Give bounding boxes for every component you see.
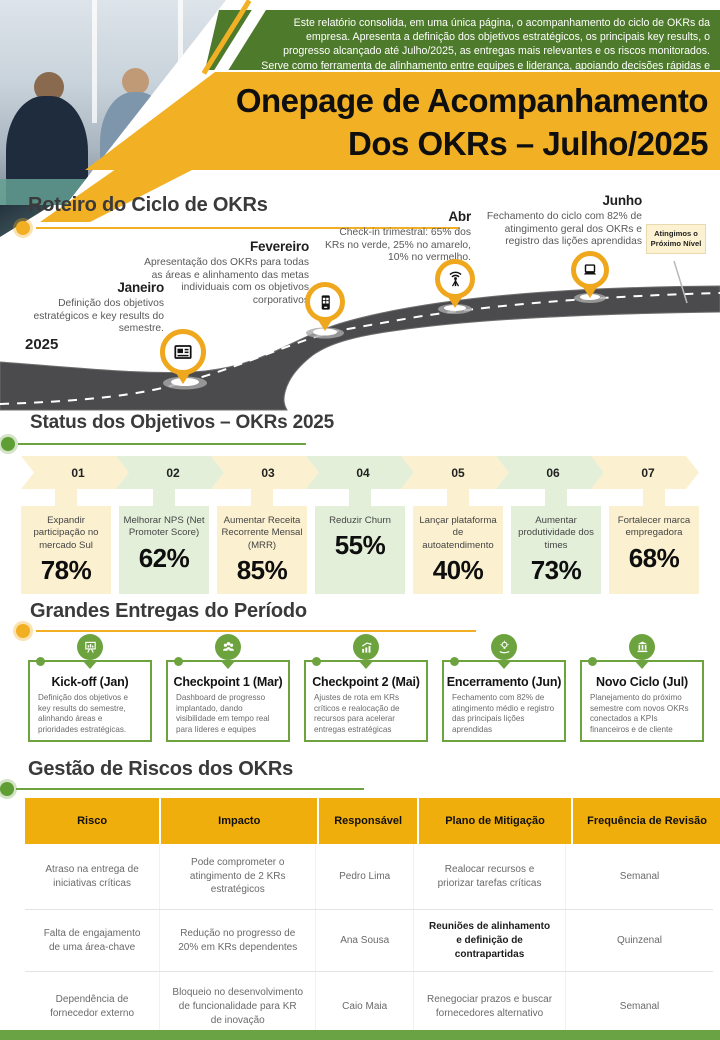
objective-card: Fortalecer marca empregadora 68% (609, 506, 699, 594)
next-level-callout: Atingimos o Próximo Nível (646, 224, 706, 254)
milestone-abril: Abr Check-in trimestral: 65% dos KRs no … (325, 209, 471, 264)
heading-dot (0, 782, 14, 796)
card-marker (82, 660, 98, 669)
objective-card: Reduzir Churn 55% (315, 506, 405, 594)
heading-dot (16, 624, 30, 638)
column-header: Impacto (161, 798, 318, 844)
risk-table-header: Risco Impacto Responsável Plano de Mitig… (25, 798, 720, 844)
status-step: 06 (496, 456, 604, 489)
column-header: Plano de Mitigação (419, 798, 572, 844)
status-step: 02 (116, 456, 224, 489)
pin-fevereiro (305, 282, 345, 331)
idea-hand-icon (491, 634, 517, 660)
status-connectors (21, 488, 699, 506)
objective-progress: 68% (628, 542, 680, 573)
objective-progress: 62% (138, 542, 190, 573)
card-marker (496, 660, 512, 669)
delivery-card: Novo Ciclo (Jul) Planejamento do próximo… (580, 634, 704, 742)
deliveries-heading: Grandes Entregas do Período (30, 600, 307, 622)
pin-janeiro (160, 329, 206, 384)
risks-heading: Gestão de Riscos dos OKRs (28, 758, 294, 780)
objective-progress: 85% (236, 554, 288, 585)
card-dot (174, 657, 183, 666)
page-title: Onepage de Acompanhamento Dos OKRs – Jul… (235, 82, 709, 162)
delivery-card: Kick-off (Jan) Definição dos objetivos e… (28, 634, 152, 742)
card-dot (36, 657, 45, 666)
objective-card: Aumentar Receita Recorrente Mensal (MRR)… (217, 506, 307, 594)
status-step: 04 (306, 456, 414, 489)
table-row: Dependência de fornecedor externo Bloque… (25, 972, 713, 1040)
heading-rule (16, 788, 364, 790)
objective-card: Melhorar NPS (Net Promoter Score) 62% (119, 506, 209, 594)
heading-rule (36, 630, 476, 632)
smartphone-icon (305, 282, 345, 322)
team-icon (215, 634, 241, 660)
card-dot (450, 657, 459, 666)
column-header: Responsável (319, 798, 418, 844)
milestone-fevereiro: Fevereiro Apresentação dos OKRs para tod… (144, 239, 309, 307)
heading-dot (16, 221, 30, 235)
road-centerline (0, 292, 720, 405)
objective-card: Aumentar produtividade dos times 73% (511, 506, 601, 594)
person-silhouette (122, 68, 149, 95)
roadmap-heading: Roteiro do Ciclo de OKRs (28, 194, 268, 216)
objective-progress: 40% (432, 554, 484, 585)
heading-dot (1, 437, 15, 451)
status-step: 05 (401, 456, 509, 489)
column-header: Frequência de Revisão (573, 798, 720, 844)
card-marker (634, 660, 650, 669)
heading-rule (36, 227, 460, 229)
card-marker (220, 660, 236, 669)
objective-cards: Expandir participação no mercado Sul 78%… (21, 506, 699, 594)
card-dot (588, 657, 597, 666)
table-row: Atraso na entrega de iniciativas crítica… (25, 844, 713, 910)
callout-line (673, 260, 688, 304)
column-header: Risco (25, 798, 160, 844)
heading-rule (18, 443, 306, 445)
table-row: Falta de engajamento de uma área-chave R… (25, 910, 713, 973)
risk-table: Risco Impacto Responsável Plano de Mitig… (25, 798, 720, 1040)
status-steps: 01 02 03 04 05 06 07 (21, 456, 699, 489)
delivery-cards: Kick-off (Jan) Definição dos objetivos e… (28, 634, 704, 742)
antenna-icon (435, 259, 475, 299)
status-step: 01 (21, 456, 129, 489)
presentation-icon (77, 634, 103, 660)
delivery-card: Encerramento (Jun) Fechamento com 82% de… (442, 634, 566, 742)
intro-text: Este relatório consolida, em uma única p… (261, 17, 710, 72)
institution-chart-icon (629, 634, 655, 660)
title-band: Onepage de Acompanhamento Dos OKRs – Jul… (85, 72, 720, 170)
objective-progress: 73% (530, 554, 582, 585)
objective-progress: 78% (40, 554, 92, 585)
footer-bar (0, 1030, 720, 1040)
objective-card: Lançar plataforma de autoatendimento 40% (413, 506, 503, 594)
newspaper-icon (160, 329, 206, 375)
intro-banner: Este relatório consolida, em uma única p… (205, 10, 720, 70)
status-step: 07 (591, 456, 699, 489)
delivery-card: Checkpoint 2 (Mai) Ajustes de rota em KR… (304, 634, 428, 742)
objective-card: Expandir participação no mercado Sul 78% (21, 506, 111, 594)
pin-abril (435, 259, 475, 308)
window-frame (92, 0, 97, 123)
delivery-card: Checkpoint 1 (Mar) Dashboard de progress… (166, 634, 290, 742)
objective-progress: 55% (334, 530, 386, 561)
card-dot (312, 657, 321, 666)
card-marker (358, 660, 374, 669)
laptop-icon (571, 251, 609, 289)
milestone-junho: Junho Fechamento do ciclo com 82% de ati… (486, 193, 642, 248)
pin-junho (571, 251, 609, 298)
status-step: 03 (211, 456, 319, 489)
roadmap-year: 2025 (25, 336, 59, 353)
growth-chart-icon (353, 634, 379, 660)
status-heading: Status dos Objetivos – OKRs 2025 (30, 412, 335, 433)
milestone-janeiro: Janeiro Definição dos objetivos estratég… (33, 280, 165, 335)
